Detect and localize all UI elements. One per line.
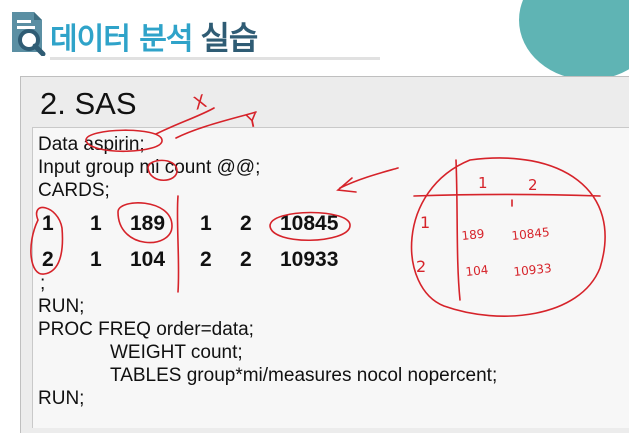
- corner-decoration: [519, 0, 629, 80]
- data-cell: 2: [240, 212, 252, 235]
- title-accent: 실습: [200, 19, 258, 57]
- data-cell: 10933: [280, 248, 339, 271]
- code-line-data: Data aspirin;: [38, 134, 145, 155]
- document-search-icon: [12, 12, 46, 56]
- data-cell: 1: [200, 212, 212, 235]
- cards-data: 1 1 189 1 2 10845 2 1 104 2 2 10933: [40, 212, 400, 272]
- code-line-proc-freq: PROC FREQ order=data;: [38, 319, 254, 340]
- data-cell: 1: [90, 212, 102, 235]
- slide-title: 데이터 분석 실습: [50, 14, 258, 58]
- data-cell: 1: [90, 248, 102, 271]
- title-main: 데이터 분석: [50, 22, 193, 57]
- data-cell: 2: [42, 248, 54, 271]
- code-line-cards: CARDS;: [38, 180, 110, 201]
- code-line-terminator: ;: [40, 273, 46, 294]
- title-underline: [50, 57, 380, 60]
- code-line-run-end: RUN;: [38, 388, 85, 409]
- code-line-run: RUN;: [38, 296, 85, 317]
- code-line-weight: WEIGHT count;: [110, 342, 243, 363]
- data-cell: 189: [130, 212, 166, 235]
- data-row: 1 1 189 1 2 10845: [40, 212, 400, 242]
- code-line-input: Input group mi count @@;: [38, 157, 261, 178]
- data-cell: 2: [240, 248, 252, 271]
- data-cell: 1: [42, 212, 54, 235]
- data-cell: 10845: [280, 212, 339, 235]
- data-row: 2 1 104 2 2 10933: [40, 248, 400, 278]
- section-title: 2. SAS: [40, 86, 137, 121]
- data-cell: 2: [200, 248, 212, 271]
- data-cell: 104: [130, 248, 166, 271]
- code-line-tables: TABLES group*mi/measures nocol nopercent…: [110, 365, 498, 386]
- slide-header: 데이터 분석 실습: [0, 0, 629, 80]
- code-block-upper: Data aspirin; Input group mi count @@; C…: [38, 133, 618, 202]
- code-block-lower: RUN; PROC FREQ order=data; WEIGHT count;…: [38, 296, 618, 411]
